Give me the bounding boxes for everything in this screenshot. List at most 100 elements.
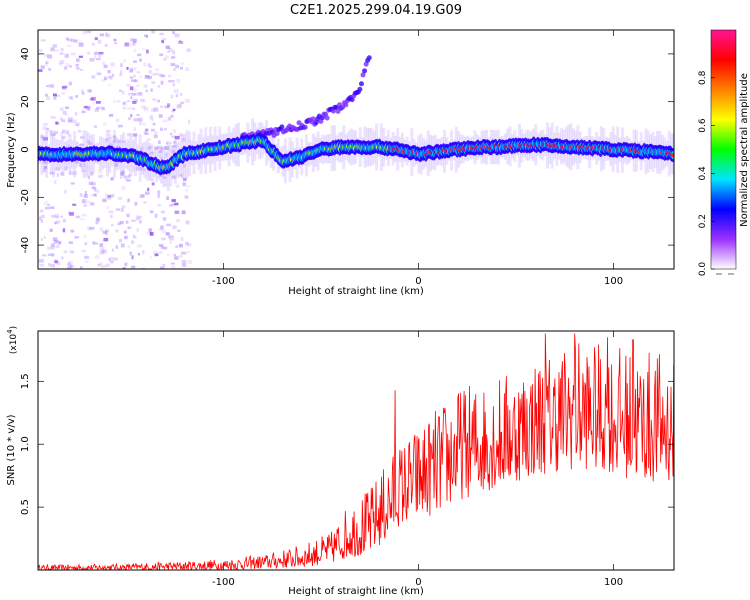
spectrogram-speckle	[100, 265, 106, 268]
spectrogram-speckle	[165, 232, 169, 236]
spectrogram-speckle	[75, 215, 81, 219]
spectrogram-speckle	[148, 76, 152, 79]
spectrogram-speckle	[54, 258, 57, 262]
spectrogram-speckle	[152, 98, 157, 101]
spectrogram-speckle	[63, 218, 67, 223]
spectrogram-speckle	[184, 67, 190, 71]
spectrogram-speckle	[161, 38, 167, 41]
spectrogram-upper-branch	[279, 124, 285, 130]
spectrogram-speckle	[173, 253, 176, 256]
spectrogram-upper-branch	[323, 111, 329, 117]
spectrogram-speckle	[131, 107, 136, 110]
spectrogram-speckle	[89, 226, 95, 230]
spectrogram-speckle	[70, 182, 75, 185]
spectrogram-speckle	[94, 51, 98, 55]
spectrogram-upper-branch	[360, 72, 366, 78]
spectrogram-speckle	[146, 138, 152, 141]
spectrogram-speckle	[102, 231, 107, 234]
spectrogram-speckle	[46, 203, 51, 207]
spectrogram-speckle	[147, 187, 150, 192]
spectrogram-speckle	[123, 230, 127, 234]
spectrogram-speckle	[127, 92, 133, 96]
spectrogram-speckle	[97, 263, 101, 267]
spectrogram-speckle	[61, 119, 66, 123]
spectrogram-speckle	[63, 85, 68, 88]
spectrogram-speckle	[128, 226, 132, 230]
spectrogram-speckle	[140, 98, 145, 102]
spectrogram-speckle	[98, 54, 101, 58]
spectrogram-speckle	[123, 101, 126, 105]
spectrogram-speckle	[40, 135, 44, 140]
spectrogram-speckle	[109, 136, 113, 140]
spectrogram-speckle	[87, 141, 93, 145]
spectrogram-speckle	[157, 204, 162, 207]
spectrogram-speckle	[60, 172, 65, 176]
spectrogram-speckle	[105, 32, 108, 36]
spectrogram-speckle	[137, 244, 142, 248]
spectrogram-speckle	[50, 133, 56, 137]
spectrogram-speckle	[52, 237, 58, 242]
spectrogram-speckle	[67, 38, 72, 42]
spectrogram-speckle	[174, 135, 180, 140]
spectrogram-speckle	[84, 255, 89, 259]
spectrogram-speckle	[61, 92, 66, 95]
spectrogram-speckle	[166, 140, 171, 144]
spectrogram-speckle	[133, 127, 136, 132]
snr-x-label: Height of straight line (km)	[288, 586, 424, 597]
spectrogram-speckle	[138, 75, 143, 78]
spectrogram-speckle	[172, 144, 177, 149]
spectrogram-speckle	[102, 249, 107, 254]
spectrogram-speckle	[66, 132, 70, 137]
spectrogram-speckle	[131, 265, 136, 269]
spectrogram-speckle	[127, 198, 130, 203]
spectrogram-speckle	[95, 57, 101, 61]
spectrogram-speckle	[151, 81, 156, 84]
spectrogram-speckle	[115, 118, 120, 123]
spectrogram-speckle	[69, 212, 74, 216]
spectrogram-speckle	[67, 119, 73, 123]
spectrogram-speckle	[74, 123, 79, 126]
spectrogram-speckle	[185, 98, 190, 103]
spectrogram-speckle	[49, 84, 55, 88]
spectrogram-speckle	[163, 58, 167, 61]
spectrogram-speckle	[69, 171, 72, 175]
spectrogram-speckle	[65, 113, 69, 117]
spectrogram-speckle	[85, 260, 89, 263]
spectrogram-speckle	[81, 89, 84, 94]
spectrogram-upper-branch	[302, 124, 308, 130]
spectrogram-speckle	[177, 229, 181, 232]
spectrogram-speckle	[99, 227, 104, 232]
spectrogram-speckle	[135, 215, 141, 220]
spectrogram-speckle	[143, 201, 147, 204]
spectrogram-speckle	[79, 266, 83, 269]
spectrogram-speckle	[162, 263, 166, 267]
spectrogram-y-label: Frequency (Hz)	[6, 112, 17, 188]
spectrogram-speckle	[121, 185, 126, 190]
spectrogram-speckle	[134, 201, 138, 206]
spectrogram-speckle	[97, 169, 103, 174]
snr-panel: -100 0 100 0.5 1.0 1.5 Height of straight lin…	[6, 326, 675, 597]
spectrogram-speckle	[158, 155, 162, 158]
spectrogram-speckle	[98, 174, 103, 178]
spectrogram-speckle	[178, 243, 183, 248]
spectrogram-speckle	[73, 39, 78, 43]
spectrogram-x-tick-label: 0	[415, 276, 421, 287]
spectrogram-speckle	[103, 76, 108, 81]
spectrogram-speckle	[45, 128, 50, 131]
spectrogram-speckle	[54, 240, 59, 244]
spectrogram-speckle	[99, 243, 104, 247]
spectrogram-speckle	[164, 105, 169, 109]
spectrogram-speckle	[65, 37, 69, 41]
colorbar-label: Normalized spectral amplitude	[739, 73, 750, 227]
spectrogram-speckle	[44, 206, 50, 210]
spectrogram-speckle	[131, 255, 134, 260]
spectrogram-speckle	[61, 129, 66, 134]
spectrogram-speckle	[166, 171, 171, 176]
spectrogram-speckle	[143, 99, 146, 102]
snr-scale-base: (x10	[9, 334, 19, 355]
spectrogram-speckle	[50, 245, 55, 250]
spectrogram-speckle	[126, 213, 130, 218]
spectrogram-speckle	[91, 75, 96, 79]
spectrogram-speckle	[55, 121, 59, 125]
spectrogram-speckle	[94, 108, 99, 112]
